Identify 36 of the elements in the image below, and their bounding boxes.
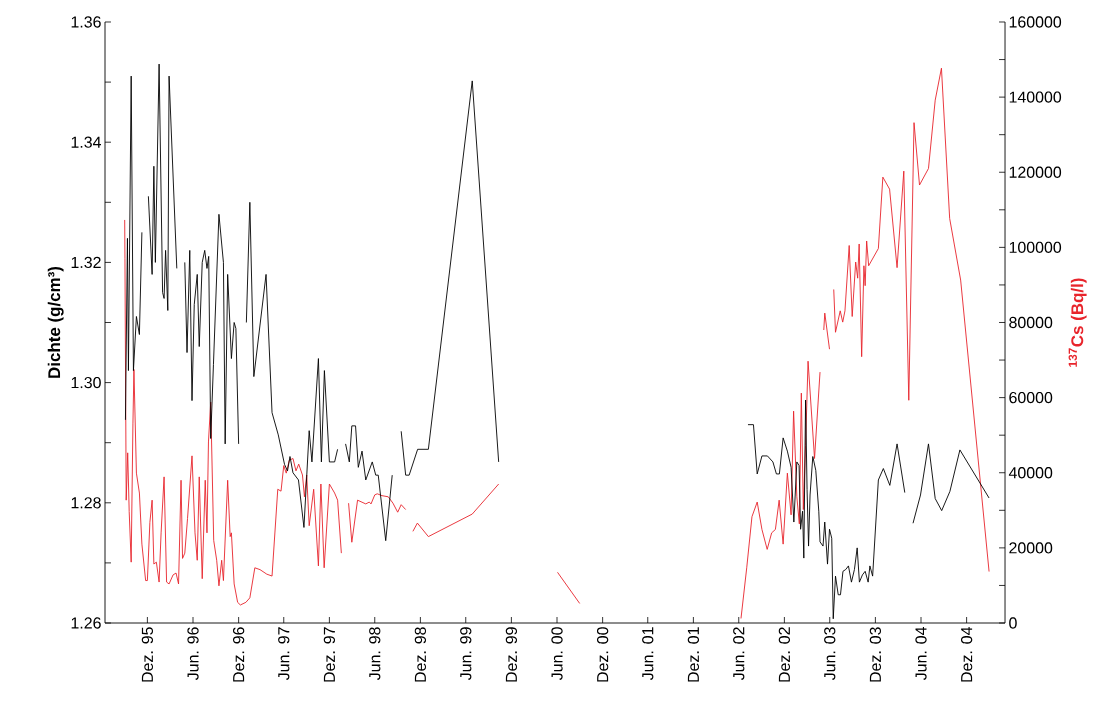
x-tick-label: Dez. 96 bbox=[232, 627, 245, 682]
y-tick-label: 1.36 bbox=[71, 16, 101, 28]
x-tick-label: Jun. 02 bbox=[733, 627, 745, 681]
y-tick-label: 1.32 bbox=[71, 256, 101, 269]
y2-tick-label: 0 bbox=[1009, 617, 1017, 629]
x-tick-label: Dez. 01 bbox=[687, 627, 700, 682]
y2-tick-label: 100000 bbox=[1009, 241, 1062, 254]
y2-tick-label: 140000 bbox=[1009, 91, 1062, 103]
x-tick-label: Dez. 04 bbox=[960, 627, 973, 682]
x-tick-label: Dez. 98 bbox=[414, 627, 427, 682]
x-tick-label: Dez. 95 bbox=[141, 627, 154, 682]
y-axis-title: Dichte (g/cm³) bbox=[47, 266, 64, 378]
x-tick-label: Jun. 00 bbox=[551, 627, 563, 681]
y2-tick-label: 60000 bbox=[1009, 391, 1053, 404]
y2-tick-label: 40000 bbox=[1008, 467, 1053, 479]
x-tick-label: Dez. 00 bbox=[596, 627, 609, 682]
y2-axis-title: $^{137}$Cs (Bq/l) bbox=[1068, 278, 1087, 367]
y-tick-label: 1.26 bbox=[71, 617, 101, 629]
y2-tick-label: 120000 bbox=[1009, 166, 1062, 178]
y-tick-label: 1.30 bbox=[71, 376, 101, 389]
x-tick-label: Jun. 98 bbox=[369, 627, 381, 681]
x-tick-label: Dez. 97 bbox=[323, 627, 336, 682]
y-tick-label: 1.28 bbox=[71, 497, 101, 509]
y2-tick-label: 80000 bbox=[1009, 316, 1053, 329]
y2-tick-label: 160000 bbox=[1009, 16, 1062, 28]
x-tick-label: Jun. 97 bbox=[278, 627, 290, 681]
x-tick-label: Dez. 99 bbox=[505, 627, 518, 682]
x-tick-label: Jun. 99 bbox=[460, 627, 472, 681]
x-tick-label: Jun. 03 bbox=[824, 627, 836, 681]
x-tick-label: Dez. 02 bbox=[778, 627, 791, 682]
y2-tick-label: 20000 bbox=[1009, 542, 1053, 554]
x-tick-label: Jun. 96 bbox=[187, 627, 199, 681]
x-tick-label: Jun. 04 bbox=[915, 627, 927, 681]
x-tick-label: Dez. 03 bbox=[869, 627, 882, 682]
x-tick-label: Jun. 01 bbox=[642, 627, 654, 681]
y-tick-label: 1.34 bbox=[71, 136, 101, 148]
